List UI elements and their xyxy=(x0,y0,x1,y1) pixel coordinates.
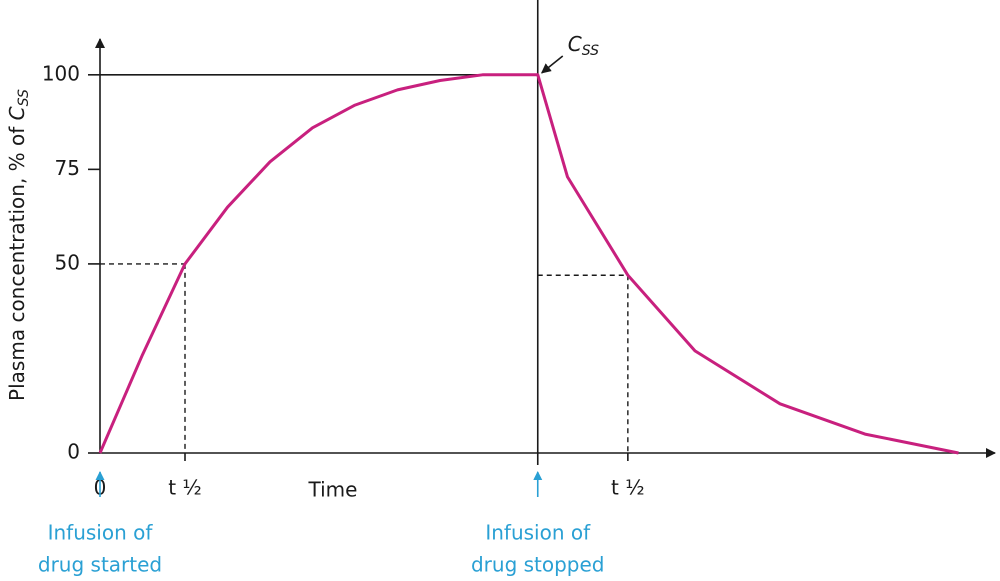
css-annotation: CSS xyxy=(568,32,599,60)
concentration-curve xyxy=(98,73,959,455)
event-label: drug started xyxy=(38,553,162,577)
y-tick-label: 0 xyxy=(67,440,80,464)
annotation-symbol: C xyxy=(568,32,582,56)
y-tick-label: 50 xyxy=(55,250,80,274)
y-tick-label: 100 xyxy=(42,61,80,85)
y-label-text: Plasma concentration, % of xyxy=(5,120,29,401)
x-tick-label: t ½ xyxy=(611,476,645,500)
y-label-symbol: C xyxy=(5,106,29,120)
event-label: Infusion of xyxy=(485,521,591,545)
y-label-subscript: SS xyxy=(16,89,32,106)
annotation-subscript: SS xyxy=(582,43,599,59)
event-label: Infusion of xyxy=(48,521,154,545)
event-label: drug stopped xyxy=(471,553,605,577)
x-tick-label: t ½ xyxy=(168,476,202,500)
annotation-arrow xyxy=(540,55,564,74)
x-axis-label: Time xyxy=(308,478,358,502)
y-tick-label: 75 xyxy=(55,156,80,180)
y-axis-label: Plasma concentration, % of CSS xyxy=(5,89,33,401)
